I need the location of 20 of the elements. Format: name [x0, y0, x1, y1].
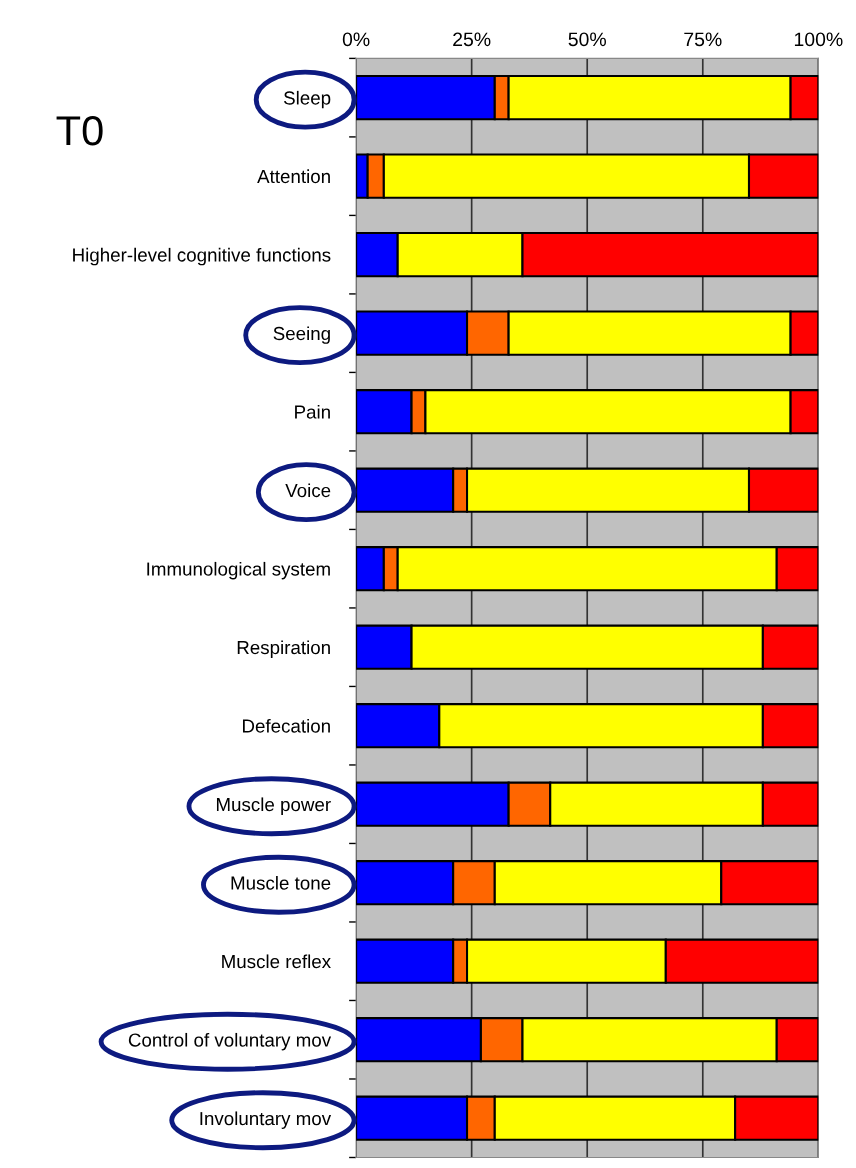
y-tick-label: Defecation [243, 718, 330, 733]
y-tick-label: Muscle power [216, 797, 331, 815]
x-tick-label: 0% [342, 32, 370, 47]
x-tick-label: 25% [453, 32, 491, 47]
y-tick-label: Pain [295, 404, 330, 419]
text: T0 [56, 116, 103, 146]
y-tick-label: Voice [285, 483, 331, 498]
x-tick-label: 75% [684, 32, 722, 47]
y-tick-label: Immunological system [147, 561, 330, 580]
y-tick-label: Muscle reflex [222, 954, 331, 969]
y-tick-label: Muscle tone [231, 875, 331, 890]
y-tick-label: Control of voluntary mov [128, 1032, 332, 1051]
y-tick-label: Respiration [237, 640, 330, 658]
y-tick-label: Sleep [284, 90, 331, 109]
x-tick-label: 100% [794, 32, 843, 47]
y-tick-label: Seeing [273, 326, 330, 344]
y-tick-label: Attention [257, 169, 330, 184]
x-tick-label: 50% [568, 32, 606, 47]
y-tick-label: Involuntary mov [200, 1111, 332, 1129]
y-tick-label: Higher-level cognitive functions [73, 247, 331, 266]
